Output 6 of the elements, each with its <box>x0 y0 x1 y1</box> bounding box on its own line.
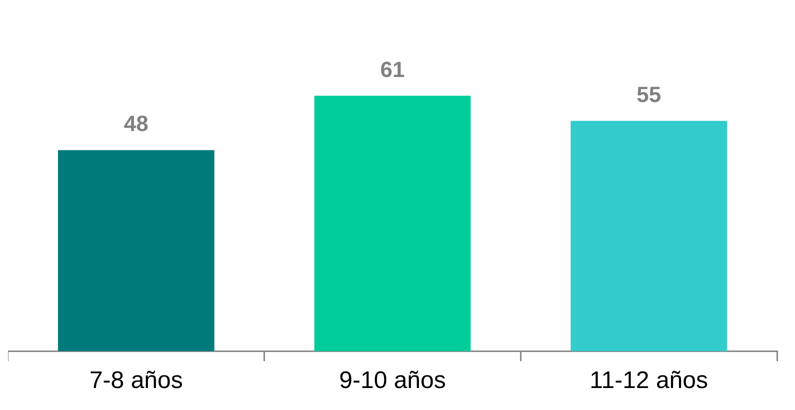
data-label: 48 <box>124 111 148 136</box>
x-tick-label: 9-10 años <box>339 367 446 394</box>
data-label: 55 <box>636 82 662 107</box>
data-label: 61 <box>380 56 405 82</box>
x-tick-label: 7-8 años <box>89 367 183 394</box>
x-tick-label: 11-12 años <box>590 367 708 394</box>
